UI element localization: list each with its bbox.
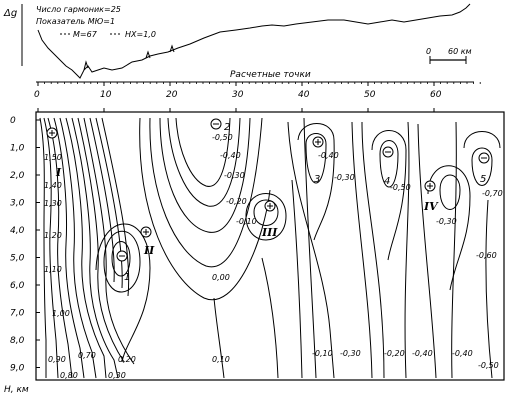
body-label-3: 3 bbox=[314, 174, 320, 185]
sign-markers bbox=[46, 118, 490, 262]
contour-value-label: 0,20 bbox=[118, 355, 136, 364]
section-x-ticks bbox=[37, 108, 435, 112]
svg-text:M=67: M=67 bbox=[73, 30, 98, 39]
section-y-tick-label: 3,0 bbox=[10, 199, 25, 209]
profile-x-tick-label: 10 bbox=[100, 90, 112, 100]
contour-value-label: 1,10 bbox=[44, 265, 62, 274]
contour-value-label: -0,70 bbox=[482, 189, 503, 198]
minus-sign-marker bbox=[116, 250, 128, 262]
contour-value-label: -0,30 bbox=[334, 173, 355, 182]
contour-value-label: -0,60 bbox=[476, 251, 497, 260]
section-y-tick-label: 0 bbox=[10, 116, 16, 126]
section-y-tick-label: 8,0 bbox=[10, 336, 25, 346]
block-label-IV: IV bbox=[423, 200, 439, 213]
contour-value-label: -0,20 bbox=[384, 349, 405, 358]
contour-value-label: -0,50 bbox=[212, 133, 233, 142]
block-label-III: III bbox=[261, 226, 278, 239]
contour-value-label: -0,10 bbox=[312, 349, 333, 358]
section-panel: 0 1,0 2,0 3,0 4,0 5,0 6,0 7,0 8,0 9,0 H, км bbox=[4, 108, 505, 395]
minus-sign-marker bbox=[210, 118, 222, 130]
contour-value-labels: 1,50 1,40 1,30 1,20 1,10 1,00 0,90 0,80 0,70 0,20… bbox=[44, 133, 503, 380]
contour-value-label: 1,40 bbox=[44, 181, 62, 190]
contour-value-label: -0,40 bbox=[220, 151, 241, 160]
block-label-II: II bbox=[143, 244, 155, 257]
minus-sign-marker bbox=[382, 146, 394, 158]
section-y-tick-label: 6,0 bbox=[10, 281, 25, 291]
contour-value-label: 0,70 bbox=[78, 351, 96, 360]
series-legend-m: M=67 bbox=[60, 30, 98, 39]
contour-value-label: -0,30 bbox=[436, 217, 457, 226]
profile-x-tick-label: 40 bbox=[298, 90, 310, 100]
plus-sign-marker bbox=[46, 127, 58, 139]
contour-lines bbox=[39, 117, 501, 379]
section-frame bbox=[35, 111, 505, 381]
scale-zero: 0 bbox=[426, 47, 431, 56]
section-y-tick-label: 2,0 bbox=[10, 171, 25, 181]
section-y-tick-label: 5,0 bbox=[10, 254, 25, 264]
svg-text:HX=1,0: HX=1,0 bbox=[125, 30, 156, 39]
contour-value-label: 1,50 bbox=[44, 153, 62, 162]
profile-minor-wiggles bbox=[83, 44, 175, 71]
section-y-tick-label: 9,0 bbox=[10, 364, 25, 374]
contour-value-label: 0,80 bbox=[60, 371, 78, 380]
profile-x-tick-label: 30 bbox=[232, 90, 244, 100]
section-y-tick-label: 1,0 bbox=[10, 144, 25, 154]
contour-value-label: 0,10 bbox=[212, 355, 230, 364]
profile-x-tick-label: 60 bbox=[430, 90, 442, 100]
contour-value-label: -0,50 bbox=[390, 183, 411, 192]
profile-x-tick-label: 50 bbox=[364, 90, 376, 100]
contour-value-label: -0,30 bbox=[340, 349, 361, 358]
series-legend-hx: HX=1,0 bbox=[110, 30, 156, 39]
legend-exponent: Показатель МЮ=1 bbox=[36, 17, 115, 26]
profile-y-label: Δg bbox=[3, 8, 17, 19]
section-y-tick-label: 4,0 bbox=[10, 226, 25, 236]
section-y-ticks: 0 1,0 2,0 3,0 4,0 5,0 6,0 7,0 8,0 9,0 bbox=[10, 116, 40, 374]
section-y-tick-label: 7,0 bbox=[10, 309, 25, 319]
contour-value-label: 1,00 bbox=[52, 309, 70, 318]
profile-x-tick-label: 20 bbox=[166, 90, 178, 100]
profile-x-tick-label: 0 bbox=[34, 90, 40, 100]
scale-bar: 0 60 км bbox=[426, 47, 472, 64]
legend-harmonics: Число гармоник=25 bbox=[36, 5, 121, 14]
profile-panel: Δg Число гармоник=25 Показатель МЮ=1 M=6… bbox=[3, 3, 481, 100]
section-y-label: H, км bbox=[4, 385, 29, 395]
contour-value-label: -0,30 bbox=[224, 171, 245, 180]
profile-x-label: Расчетные точки bbox=[230, 70, 311, 80]
contour-value-label: 1,30 bbox=[44, 199, 62, 208]
block-label-I: I bbox=[55, 166, 62, 179]
plus-sign-marker bbox=[264, 200, 276, 212]
plus-sign-marker bbox=[140, 226, 152, 238]
contour-value-label: -0,40 bbox=[318, 151, 339, 160]
contour-value-label: -0,20 bbox=[226, 197, 247, 206]
body-label-2: 2 bbox=[224, 122, 230, 133]
plus-sign-marker bbox=[424, 180, 436, 192]
body-label-4: 4 bbox=[384, 176, 390, 187]
plus-sign-marker bbox=[312, 136, 324, 148]
scale-label: 60 км bbox=[448, 47, 472, 56]
contour-value-label: 0,90 bbox=[48, 355, 66, 364]
body-label-5: 5 bbox=[480, 174, 486, 185]
contour-value-label: -0,40 bbox=[452, 349, 473, 358]
contour-value-label: 1,20 bbox=[44, 231, 62, 240]
profile-x-ticks: 0 10 20 30 40 50 60 bbox=[34, 82, 481, 100]
contour-value-label: 0,00 bbox=[212, 273, 230, 282]
contour-value-label: -0,40 bbox=[412, 349, 433, 358]
contour-value-label: -0,50 bbox=[478, 361, 499, 370]
contour-value-label: -0,10 bbox=[236, 217, 257, 226]
contour-value-label: 0,30 bbox=[108, 371, 126, 380]
minus-sign-marker bbox=[478, 152, 490, 164]
profile-curve bbox=[37, 3, 471, 79]
body-label-1: 1 bbox=[124, 272, 130, 283]
